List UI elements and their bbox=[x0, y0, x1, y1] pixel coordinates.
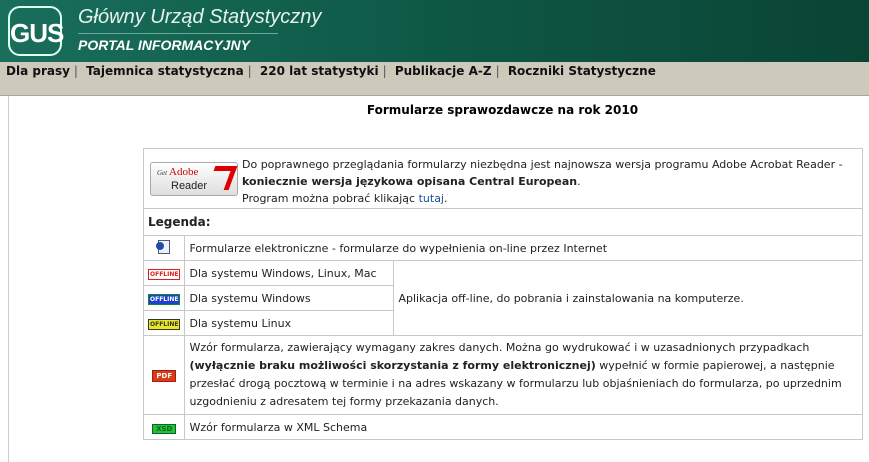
adobe-swoosh-icon bbox=[206, 165, 238, 190]
legend-electronic: Formularze elektroniczne - formularze do… bbox=[184, 235, 863, 261]
top-nav: Dla prasy | Tajemnica statystyczna | 220 l… bbox=[0, 62, 869, 96]
legend-pdf-text: Wzór formularza, zawierający wymagany za… bbox=[189, 341, 810, 354]
legend-xsd: Wzór formularza w XML Schema bbox=[184, 414, 863, 440]
gus-logo[interactable]: GUS bbox=[8, 6, 64, 56]
legend-table: Get Adobe Reader Do poprawnego przegląda… bbox=[142, 148, 863, 440]
offline-red-icon: OFFLINE bbox=[148, 269, 181, 280]
nav-publikacje[interactable]: Publikacje A-Z bbox=[394, 64, 492, 78]
pdf-icon: PDF bbox=[152, 370, 177, 382]
separator: | bbox=[73, 64, 78, 78]
site-header: GUS Główny Urząd Statystyczny PORTAL INF… bbox=[0, 0, 869, 62]
electronic-form-icon bbox=[156, 239, 171, 254]
badge-get: Get bbox=[157, 168, 168, 177]
adobe-info-text: Do poprawnego przeglądania formularzy ni… bbox=[242, 158, 843, 171]
download-link[interactable]: tutaj bbox=[418, 192, 444, 205]
nav-dla-prasy[interactable]: Dla prasy bbox=[6, 64, 70, 78]
legend-offline-all: Dla systemu Windows, Linux, Mac bbox=[184, 260, 395, 286]
nav-220-lat[interactable]: 220 lat statystyki bbox=[259, 64, 379, 78]
nav-roczniki[interactable]: Roczniki Statystyczne bbox=[507, 64, 656, 78]
adobe-download-text: Program można pobrać klikając bbox=[242, 192, 419, 205]
offline-blue-icon: OFFLINE bbox=[148, 294, 181, 305]
adobe-info-bold: koniecznie wersja językowa opisana Centr… bbox=[242, 175, 578, 188]
xsd-icon: XSD bbox=[152, 423, 177, 434]
page-title: Formularze sprawozdawcze na rok 2010 bbox=[366, 103, 639, 117]
separator: | bbox=[247, 64, 252, 78]
legend-pdf-text-2: wypełnić w formie papierowej, a następni… bbox=[189, 359, 842, 408]
legend-offline-desc: Aplikacja off-line, do pobrania i zainst… bbox=[393, 260, 863, 336]
legend-offline-windows: Dla systemu Windows bbox=[184, 285, 395, 311]
site-title: Główny Urząd Statystyczny bbox=[78, 6, 322, 28]
badge-adobe: Adobe bbox=[169, 165, 199, 178]
separator: | bbox=[382, 64, 387, 78]
get-adobe-reader-button[interactable]: Get Adobe Reader bbox=[150, 161, 238, 196]
separator: | bbox=[495, 64, 500, 78]
site-subtitle: PORTAL INFORMACYJNY bbox=[78, 33, 278, 53]
nav-tajemnica[interactable]: Tajemnica statystyczna bbox=[86, 64, 244, 78]
left-border bbox=[8, 96, 9, 462]
legend-heading: Legenda: bbox=[143, 208, 863, 236]
legend-offline-linux: Dla systemu Linux bbox=[184, 310, 395, 336]
offline-yellow-icon: OFFLINE bbox=[148, 319, 181, 330]
badge-reader: Reader bbox=[171, 179, 208, 192]
punct: . bbox=[577, 175, 581, 188]
legend-pdf-bold: (wyłącznie braku możliwości skorzystania… bbox=[189, 359, 596, 372]
punct: . bbox=[444, 192, 448, 205]
